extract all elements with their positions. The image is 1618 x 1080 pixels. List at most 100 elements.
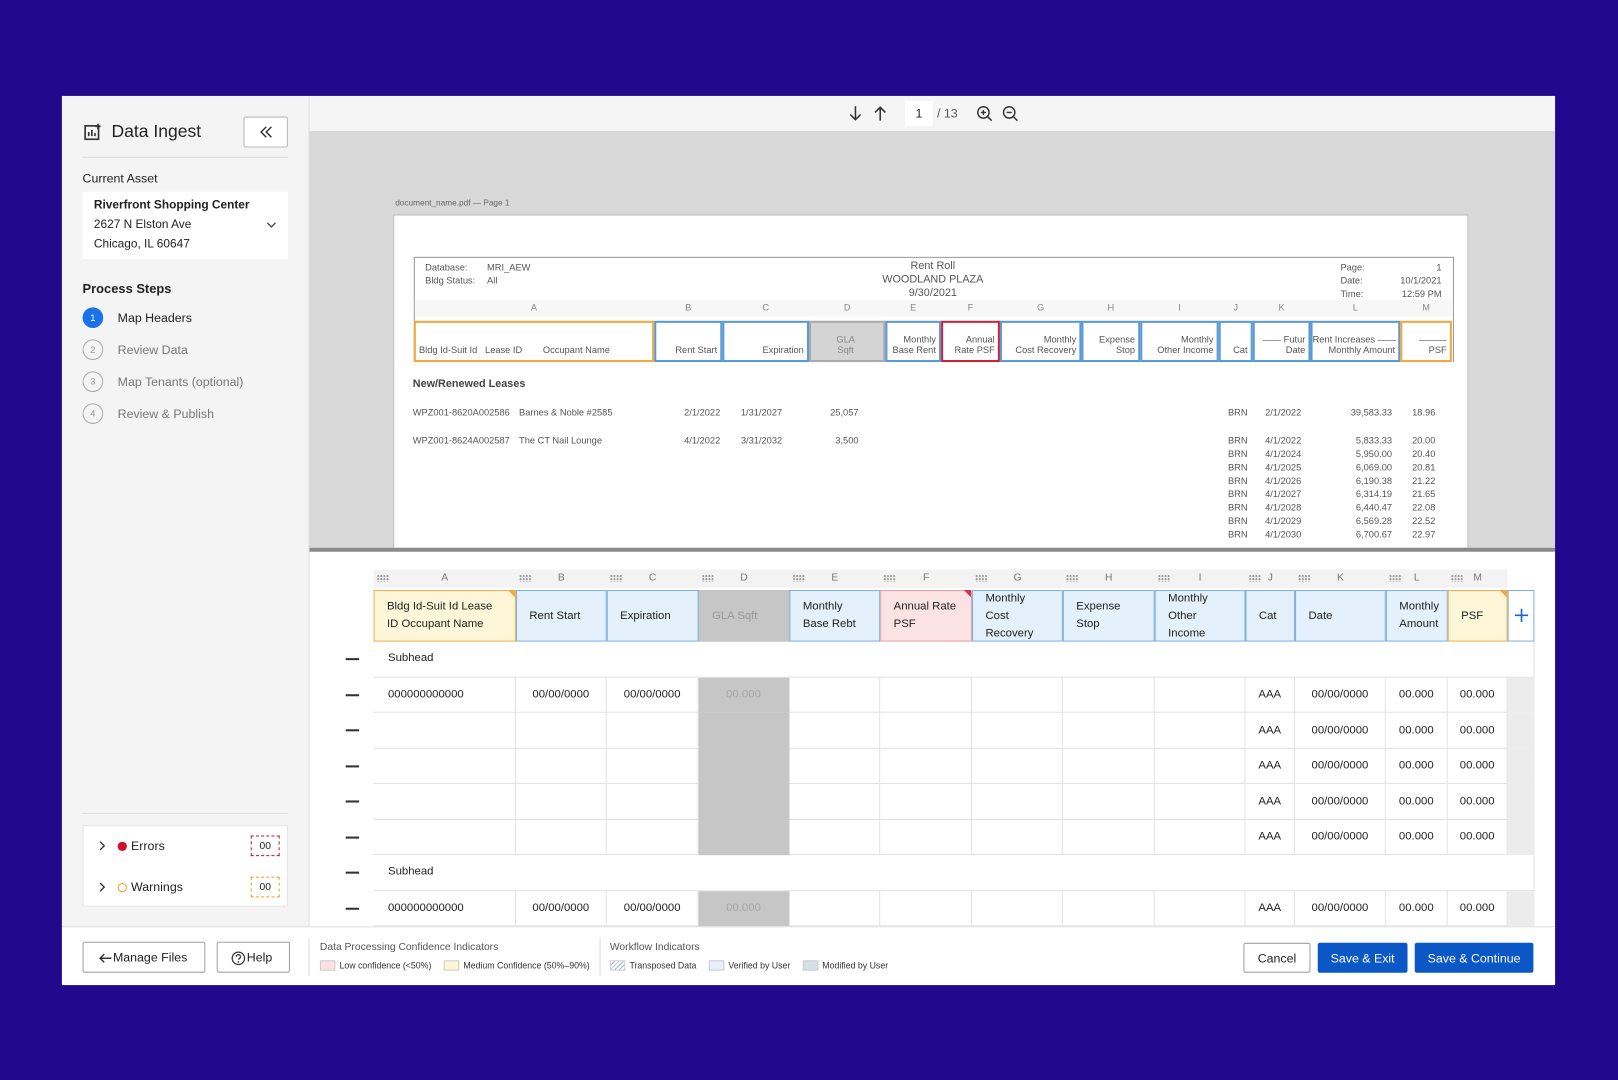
zoom-in-button[interactable] [976,105,993,122]
column-mapping[interactable]: Expiration [722,320,810,363]
grid-cell[interactable] [1062,819,1155,856]
drag-handle[interactable] [1157,574,1171,582]
grid-cell[interactable]: 00.000 [1447,748,1508,784]
grid-cell[interactable] [789,819,881,856]
column-mapping[interactable]: Bldg Id-Suit Id Lease ID Occupant Name [413,320,655,363]
grid-cell[interactable]: 00/00/0000 [1295,819,1386,856]
next-page-button[interactable] [848,105,862,122]
collapse-button[interactable] [243,116,288,148]
grid-cell[interactable]: 00.000 [1447,819,1508,856]
grid-cell[interactable] [1062,748,1155,784]
manage-files-button[interactable]: Manage Files [82,941,206,973]
grid-cell[interactable]: AAA [1245,712,1296,749]
column-mapping[interactable]: Monthly Base Rent [885,320,942,363]
grid-cell[interactable] [880,783,973,820]
help-button[interactable]: Help [216,941,290,973]
grid-cell[interactable] [1062,890,1155,927]
grid-cell[interactable] [698,712,790,749]
column-mapping[interactable]: Monthly Cost Recovery [999,320,1082,363]
add-column-button[interactable] [1507,590,1535,642]
grid-cell[interactable]: 00/00/0000 [1295,783,1386,820]
grid-cell[interactable] [698,748,790,784]
issue-row[interactable]: Warnings 00 [84,875,289,900]
grid-cell[interactable] [789,890,881,927]
drag-handle[interactable] [792,574,805,582]
grid-cell[interactable] [789,712,881,749]
grid-cell[interactable]: 00/00/0000 [1295,712,1386,749]
grid-cell[interactable] [515,712,607,749]
drag-handle[interactable] [883,574,896,582]
save-exit-button[interactable]: Save & Exit [1317,942,1408,973]
grid-cell[interactable]: AAA [1245,819,1296,856]
grid-cell[interactable] [515,783,607,820]
collapse-row-button[interactable] [345,800,360,803]
grid-cell[interactable] [1154,783,1246,820]
drag-handle[interactable] [701,574,715,582]
zoom-out-button[interactable] [1002,105,1019,122]
drag-handle[interactable] [1450,574,1464,582]
prev-page-button[interactable] [873,105,887,122]
grid-cell[interactable] [972,819,1063,856]
grid-cell[interactable]: 00.000 [1447,712,1508,749]
collapse-row-button[interactable] [345,871,360,874]
column-mapping[interactable]: Cat [1218,320,1253,363]
process-step[interactable]: 3 Map Tenants (optional) [82,370,288,393]
column-mapping[interactable]: GLA Sqft [809,320,886,363]
grid-cell[interactable] [972,677,1063,713]
collapse-row-button[interactable] [345,907,360,910]
grid-cell[interactable]: 00/00/0000 [606,677,699,713]
asset-card[interactable]: Riverfront Shopping Center 2627 N Elston … [82,191,288,259]
grid-cell[interactable] [1154,748,1246,784]
grid-cell[interactable] [606,819,699,856]
drag-handle[interactable] [376,574,390,582]
cancel-button[interactable]: Cancel [1243,942,1311,973]
process-step[interactable]: 4 Review & Publish [82,402,288,425]
column-header[interactable]: PSF [1447,590,1508,642]
column-mapping[interactable]: Rent Start [654,320,723,363]
grid-cell[interactable] [880,712,973,749]
grid-cell[interactable] [1154,890,1246,927]
drag-handle[interactable] [975,574,988,582]
process-step[interactable]: 2 Review Data [82,338,288,361]
grid-cell[interactable]: 00.000 [1385,819,1448,856]
collapse-row-button[interactable] [345,693,360,697]
column-mapping[interactable]: —— Futur Date [1252,320,1311,363]
collapse-row-button[interactable] [345,658,360,661]
collapse-row-button[interactable] [345,836,360,839]
grid-cell[interactable] [972,890,1063,927]
grid-cell[interactable]: 00.000 [1385,712,1448,749]
page-input[interactable]: 1 [904,101,933,126]
drag-handle[interactable] [1388,574,1402,582]
grid-cell[interactable]: 000000000000 [373,677,516,713]
grid-cell[interactable] [880,677,973,713]
column-header[interactable]: Cat [1245,590,1296,642]
grid-cell[interactable]: AAA [1245,783,1296,820]
column-mapping[interactable]: Rent Increases —— Monthly Amount [1310,320,1401,363]
collapse-row-button[interactable] [345,765,360,768]
column-mapping[interactable]: ——— PSF [1400,320,1452,363]
grid-cell[interactable]: 00/00/0000 [515,890,607,927]
column-header[interactable]: Expiration [606,590,699,642]
grid-cell[interactable] [880,819,973,856]
grid-cell[interactable]: 00/00/0000 [606,890,699,927]
grid-cell[interactable]: 00.000 [1385,783,1448,820]
grid-cell[interactable] [880,748,973,784]
grid-cell[interactable] [373,748,516,784]
column-header[interactable]: Monthly Amount [1385,590,1448,642]
grid-cell[interactable] [1062,677,1155,713]
grid-cell[interactable]: 00.000 [1447,783,1508,820]
grid-cell[interactable]: 000000000000 [373,890,516,927]
column-mapping[interactable]: Annual Rate PSF [941,320,1000,363]
column-header[interactable]: Monthly Other Income [1154,590,1246,642]
column-header[interactable]: Expense Stop [1062,590,1155,642]
column-header[interactable]: Monthly Cost Recovery [972,590,1063,642]
grid-cell[interactable] [515,748,607,784]
grid-cell[interactable] [1154,712,1246,749]
grid-cell[interactable] [972,748,1063,784]
grid-cell[interactable]: 00.000 [1447,677,1508,713]
grid-cell[interactable] [972,712,1063,749]
grid-cell[interactable] [698,819,790,856]
issue-row[interactable]: Errors 00 [84,833,289,858]
grid-cell[interactable] [880,890,973,927]
grid-cell[interactable] [373,712,516,749]
